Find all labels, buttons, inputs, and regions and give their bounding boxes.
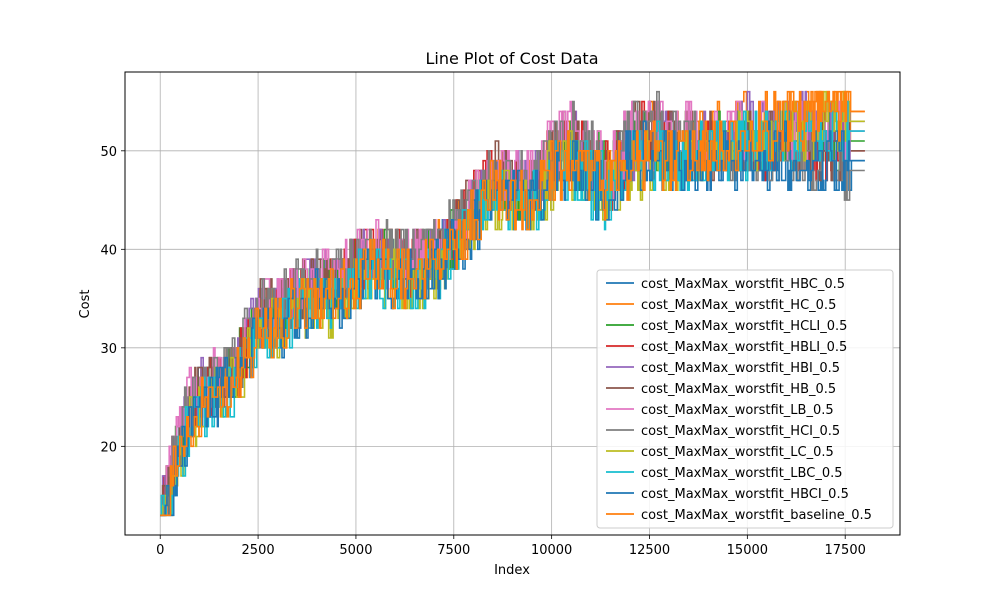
axis-ticks: 0 2500 5000 7500 10000 12500 15000 17500 20 30 40 5…	[100, 145, 865, 558]
series-lines	[160, 90, 865, 517]
y-tick-label: 40	[100, 243, 117, 258]
y-tick-label: 30	[100, 342, 117, 357]
legend-label: cost_MaxMax_worstfit_HBC_0.5	[641, 277, 845, 292]
y-tick-label: 50	[100, 145, 117, 160]
x-tick-label: 15000	[727, 543, 768, 558]
legend-label: cost_MaxMax_worstfit_LBC_0.5	[641, 466, 843, 481]
series-line	[160, 90, 865, 517]
legend-label: cost_MaxMax_worstfit_LC_0.5	[641, 445, 834, 460]
x-tick-label: 2500	[242, 543, 275, 558]
legend-label: cost_MaxMax_worstfit_HBI_0.5	[641, 361, 840, 376]
legend-label: cost_MaxMax_worstfit_HBLI_0.5	[641, 340, 847, 355]
legend-label: cost_MaxMax_worstfit_HBCI_0.5	[641, 487, 849, 502]
x-tick-label: 0	[156, 543, 164, 558]
chart-title: Line Plot of Cost Data	[425, 49, 598, 68]
plot-area-frame	[124, 71, 901, 536]
legend-label: cost_MaxMax_worstfit_HC_0.5	[641, 298, 836, 313]
legend-label: cost_MaxMax_worstfit_HB_0.5	[641, 382, 836, 397]
legend: cost_MaxMax_worstfit_HBC_0.5 cost_MaxMax_…	[596, 269, 894, 529]
x-tick-label: 10000	[531, 543, 572, 558]
legend-label: cost_MaxMax_worstfit_LB_0.5	[641, 403, 834, 418]
legend-label: cost_MaxMax_worstfit_baseline_0.5	[641, 508, 872, 523]
x-tick-label: 12500	[629, 543, 670, 558]
x-tick-label: 7500	[437, 543, 470, 558]
legend-label: cost_MaxMax_worstfit_HCI_0.5	[641, 424, 840, 439]
y-axis-title: Cost	[78, 290, 93, 319]
x-tick-label: 5000	[339, 543, 372, 558]
x-axis-title: Index	[494, 563, 530, 578]
series-line	[160, 100, 865, 517]
legend-box	[596, 269, 894, 529]
y-tick-label: 20	[100, 440, 117, 455]
x-tick-label: 17500	[825, 543, 866, 558]
legend-label: cost_MaxMax_worstfit_HCLI_0.5	[641, 319, 847, 334]
